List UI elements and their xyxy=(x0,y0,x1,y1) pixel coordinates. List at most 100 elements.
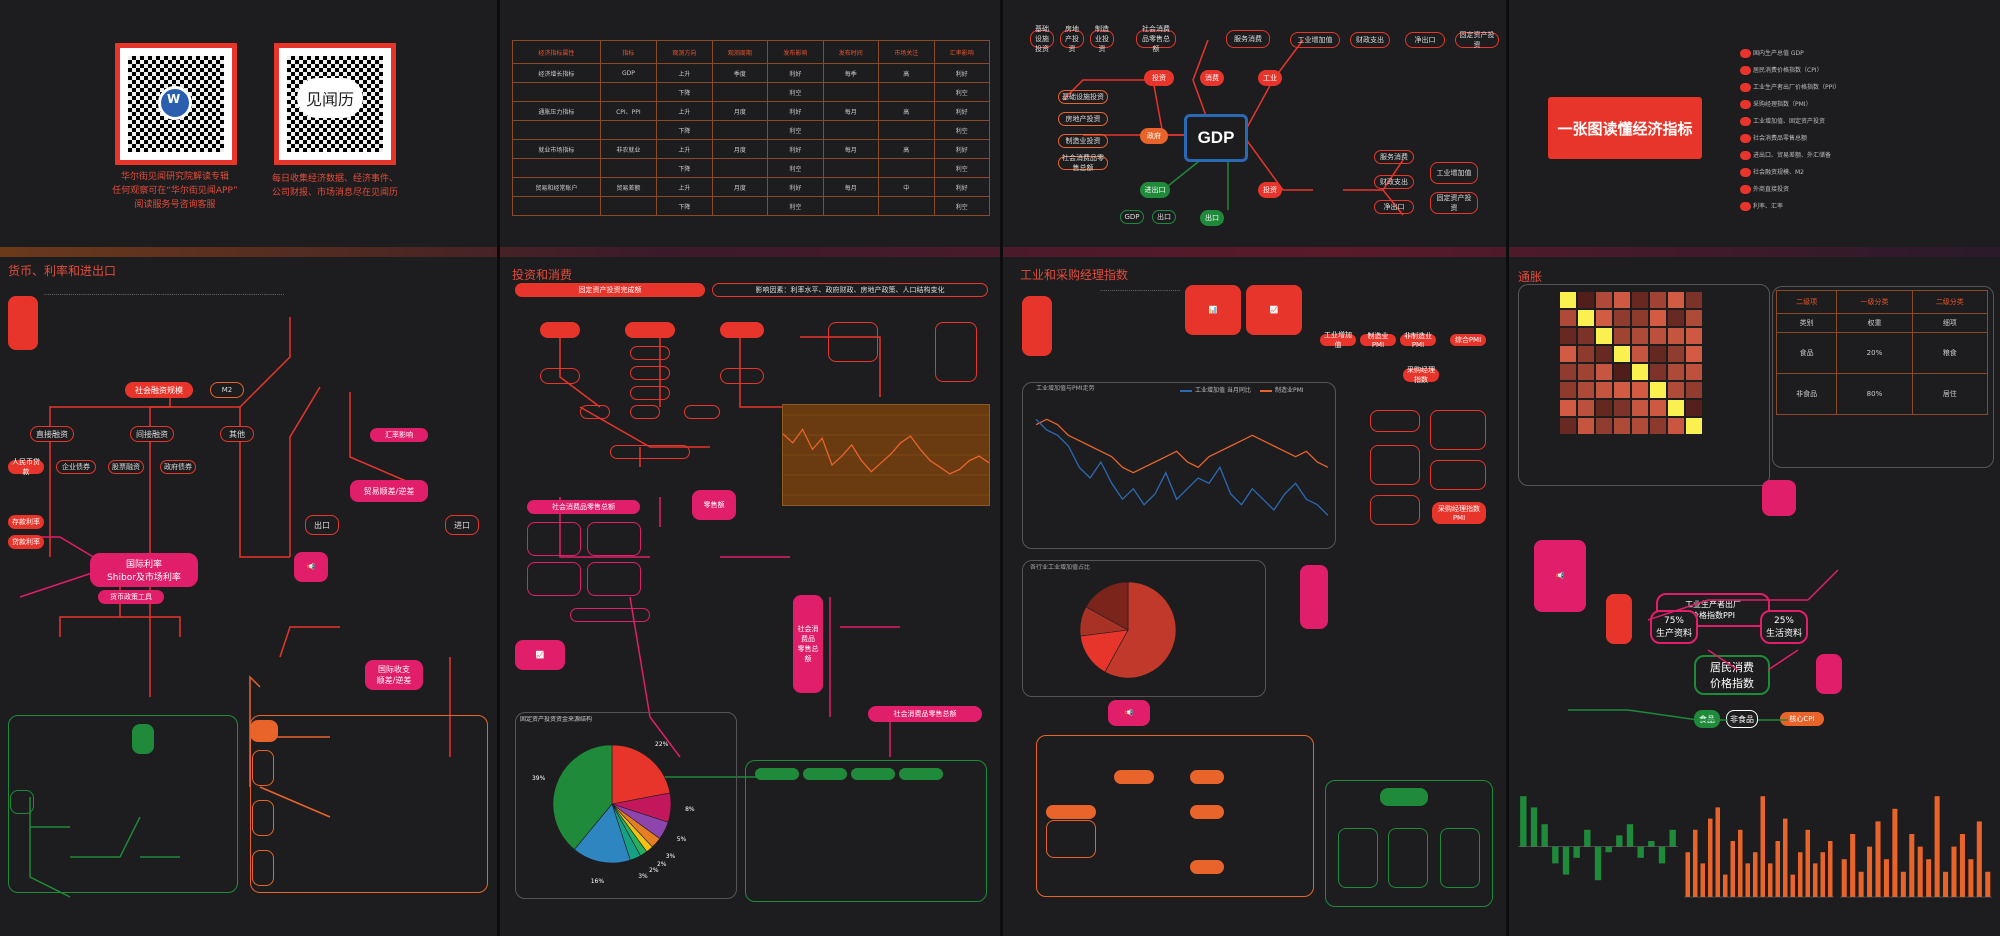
investment-header[interactable]: 固定资产投资完成额 xyxy=(515,283,705,297)
money-m2-node[interactable]: M2 xyxy=(210,382,244,398)
living-materials-node[interactable]: 25% 生活资料 xyxy=(1760,610,1808,644)
table-cell xyxy=(599,196,658,216)
money-leaf: 企业债券 xyxy=(56,460,96,474)
money-orange-node xyxy=(250,720,278,742)
fold-seam xyxy=(1000,0,1003,936)
bullet-icon xyxy=(1740,66,1751,75)
index-list-item[interactable]: 社会消费品零售总额 xyxy=(1740,133,1807,143)
heatmap-cell xyxy=(1614,418,1630,434)
index-list-item[interactable]: 工业生产者出厂价格指数（PPI） xyxy=(1740,82,1840,92)
wallstreetcn-qr-code[interactable]: W xyxy=(115,43,237,165)
cpi-icon-card xyxy=(1762,480,1796,516)
bar xyxy=(1715,807,1720,897)
gdp-branch-fixed-investment[interactable]: 投资 xyxy=(1258,182,1282,198)
line-series xyxy=(1035,418,1329,474)
gdp-branch-export[interactable]: 出口 xyxy=(1200,210,1224,226)
industry-node[interactable]: 非制造业PMI xyxy=(1400,332,1436,349)
heatmap-cell xyxy=(1596,346,1612,362)
line-series xyxy=(1035,418,1329,516)
investment-node[interactable] xyxy=(540,322,580,338)
heatmap-cell xyxy=(1650,310,1666,326)
investment-pie-panel xyxy=(515,712,737,899)
table-cell: 利好 xyxy=(933,177,990,197)
money-other[interactable]: 其他 xyxy=(220,426,254,442)
pie-percent-label: 3% xyxy=(638,872,648,880)
money-green-panel xyxy=(8,715,238,893)
heatmap-cell xyxy=(1650,400,1666,416)
industry-node[interactable]: 制造业PMI xyxy=(1360,332,1396,349)
investment-node[interactable] xyxy=(625,322,675,338)
industry-node[interactable]: 综合PMI xyxy=(1450,334,1486,346)
index-list-item[interactable]: 利率、汇率 xyxy=(1740,201,1783,211)
heatmap-cell xyxy=(1668,400,1684,416)
retail-center-node[interactable]: 社会消费品 零售总额 xyxy=(793,595,823,693)
index-list-item[interactable]: 居民消费价格指数（CPI） xyxy=(1740,65,1823,75)
retail-bottom-bar[interactable]: 社会消费品零售总额 xyxy=(868,706,982,722)
heatmap-cell xyxy=(1560,364,1576,380)
gdp-branch-consumption[interactable]: 消费 xyxy=(1200,70,1224,86)
nonfood-node[interactable]: 非食品 xyxy=(1726,710,1758,728)
pie-slice xyxy=(1104,581,1177,679)
rate-title-node[interactable]: 国际利率 Shibor及市场利率 xyxy=(90,553,198,587)
money-leaf: 政府债券 xyxy=(160,460,196,474)
cpi-table-header: 二级分类 xyxy=(1911,290,1989,314)
industry-leaf xyxy=(1370,445,1420,485)
export-node[interactable]: 出口 xyxy=(305,515,339,535)
fold-seam xyxy=(1506,0,1509,936)
index-list-item[interactable]: 国内生产总值 GDP xyxy=(1740,48,1804,58)
bar xyxy=(1530,807,1538,847)
money-leaf: 存款利率 xyxy=(8,515,44,529)
indicator-table: 经济指标属性 指标 观测方向 观测周期 发布影响 发布时间 市场关注 汇率影响 经济增长指标 GD… xyxy=(512,40,990,216)
money-direct-finance[interactable]: 直接融资 xyxy=(30,426,74,442)
money-map-links xyxy=(19,317,451,898)
heatmap-cell xyxy=(1668,364,1684,380)
investment-leaf xyxy=(684,405,720,419)
gdp-branch-trade[interactable]: 进出口 xyxy=(1140,182,1170,198)
index-list-item[interactable]: 社会融资规模、M2 xyxy=(1740,167,1804,177)
bar xyxy=(1820,852,1825,897)
industry-line-title: 工业增加值与PMI走势 xyxy=(1036,385,1095,392)
index-list-item[interactable]: 外商直接投资 xyxy=(1740,184,1789,194)
index-list-item[interactable]: 进出口、贸易差额、外汇储备 xyxy=(1740,150,1831,160)
cpi-table-subheader: 类别 xyxy=(1775,313,1838,333)
table-cell xyxy=(822,158,880,178)
table-cell xyxy=(512,82,601,102)
policy-tools-node[interactable]: 货币政策工具 xyxy=(98,590,164,604)
index-list-label: 社会消费品零售总额 xyxy=(1753,135,1808,142)
retail-node[interactable]: 零售额 xyxy=(692,490,736,520)
gdp-branch-government[interactable]: 政府 xyxy=(1140,128,1168,144)
trade-balance-node[interactable]: 贸易顺差/逆差 xyxy=(350,480,428,502)
table-cell: 利空 xyxy=(933,82,990,102)
consumption-title[interactable]: 社会消费品零售总额 xyxy=(527,500,640,514)
money-center-node[interactable]: 社会融资规模 xyxy=(125,382,193,398)
cpi-center-node[interactable]: 居民消费 价格指数 xyxy=(1694,655,1770,695)
food-node[interactable]: 食品 xyxy=(1694,710,1720,728)
index-list-label: 采购经理指数（PMI） xyxy=(1753,101,1812,108)
gdp-branch-investment[interactable]: 投资 xyxy=(1144,70,1174,86)
gdp-leaf: 制造业投资 xyxy=(1090,25,1114,53)
jianwenli-qr-code[interactable]: 见闻历 xyxy=(274,43,396,165)
investment-node[interactable] xyxy=(720,322,764,338)
money-indirect-finance[interactable]: 间接融资 xyxy=(130,426,174,442)
table-cell xyxy=(512,120,601,140)
bar xyxy=(1541,824,1548,847)
pmi-box[interactable]: 采购经理指数PMI xyxy=(1432,502,1486,524)
index-list-item[interactable]: 工业增加值、固定资产投资 xyxy=(1740,116,1825,126)
table-cell xyxy=(878,82,935,102)
cpi-bar-chart-orange xyxy=(1684,796,1834,898)
cpi-table-header: 一级分类 xyxy=(1836,290,1913,314)
index-list-item[interactable]: 采购经理指数（PMI） xyxy=(1740,99,1812,109)
industry-pie-panel xyxy=(1022,560,1266,697)
import-node[interactable]: 进口 xyxy=(445,515,479,535)
balance-node[interactable]: 国际收支 顺差/逆差 xyxy=(365,660,423,690)
heatmap-cell xyxy=(1650,346,1666,362)
exchange-node[interactable]: 汇率影响 xyxy=(370,428,428,442)
gdp-branch-industry[interactable]: 工业 xyxy=(1258,70,1282,86)
shopping-icon: 📈 xyxy=(515,640,565,670)
table-cell: 利空 xyxy=(767,120,824,140)
core-cpi-node[interactable]: 核心CPI xyxy=(1780,712,1824,726)
table-cell: 月度 xyxy=(711,101,769,121)
industry-node[interactable]: 工业增加值 xyxy=(1320,331,1356,349)
industry-node[interactable]: 采购经理指数 xyxy=(1403,366,1439,384)
bar xyxy=(1648,841,1655,847)
